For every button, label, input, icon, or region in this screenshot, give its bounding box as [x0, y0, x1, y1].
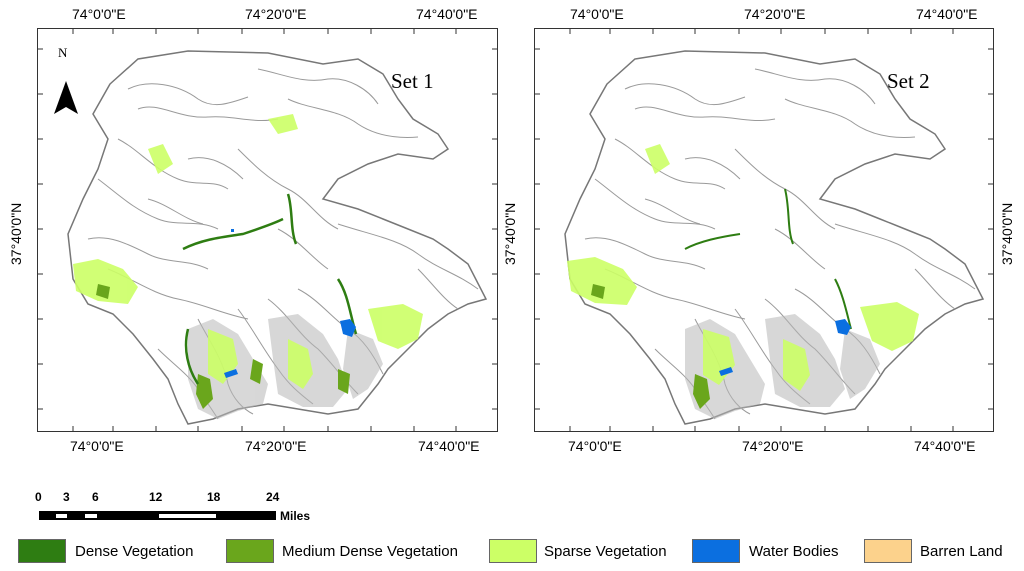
panel-1-ticks	[38, 29, 497, 431]
legend-swatch-dense	[18, 539, 66, 563]
scale-tick-24: 24	[266, 490, 280, 504]
map-panel-set-2: Set 2	[534, 28, 994, 432]
legend: Dense Vegetation Medium Dense Vegetation…	[0, 538, 1024, 568]
top-lon-label-2-right: 74°20'0"E	[744, 6, 806, 22]
panel-2-ticks	[535, 29, 993, 431]
scale-tick-12: 12	[149, 490, 163, 504]
bottom-lon-label-2-left: 74°20'0"E	[245, 438, 307, 454]
bottom-lon-label-3-right: 74°40'0"E	[914, 438, 976, 454]
legend-label-barren: Barren Land	[920, 543, 1003, 560]
bottom-lon-label-1-right: 74°0'0"E	[568, 438, 622, 454]
dense-vegetation-2	[684, 188, 852, 330]
legend-label-dense: Dense Vegetation	[75, 543, 194, 560]
water-bodies-2	[719, 319, 851, 376]
scale-unit: Miles	[280, 509, 311, 523]
top-lon-label-3-right: 74°40'0"E	[916, 6, 978, 22]
bottom-lon-label-2-right: 74°20'0"E	[742, 438, 804, 454]
bottom-lon-label-3-left: 74°40'0"E	[418, 438, 480, 454]
map-set-2-graphic	[535, 29, 993, 431]
north-arrow-icon	[54, 81, 78, 114]
legend-swatch-sparse	[489, 539, 537, 563]
lat-label-right: 37°40'0"N	[999, 202, 1015, 265]
scale-tick-18: 18	[207, 490, 221, 504]
legend-swatch-medium	[226, 539, 274, 563]
legend-label-water: Water Bodies	[749, 543, 839, 560]
legend-label-sparse: Sparse Vegetation	[544, 543, 667, 560]
lat-label-left-1: 37°40'0"N	[8, 202, 24, 265]
top-lon-label-1-left: 74°0'0"E	[72, 6, 126, 22]
scale-bar: 0 3 6 12 18 24 Miles	[30, 490, 330, 523]
medium-vegetation-1	[96, 284, 350, 409]
map-panel-set-1: N Set 1	[37, 28, 498, 432]
north-label: N	[58, 45, 68, 60]
lat-label-left-2: 37°40'0"N	[502, 202, 518, 265]
bottom-lon-label-1-left: 74°0'0"E	[70, 438, 124, 454]
top-lon-label-1-right: 74°0'0"E	[570, 6, 624, 22]
legend-label-medium: Medium Dense Vegetation	[282, 543, 458, 560]
set-1-label: Set 1	[391, 69, 434, 93]
set-2-label: Set 2	[887, 69, 930, 93]
scale-tick-6: 6	[92, 490, 99, 504]
sparse-vegetation-1	[73, 114, 423, 389]
scale-tick-0: 0	[35, 490, 42, 504]
map-set-1-graphic	[38, 29, 497, 431]
medium-vegetation-2	[591, 284, 710, 409]
top-lon-label-3-left: 74°40'0"E	[416, 6, 478, 22]
legend-swatch-barren	[864, 539, 912, 563]
scale-tick-3: 3	[63, 490, 70, 504]
top-lon-label-2-left: 74°20'0"E	[245, 6, 307, 22]
scale-bar-graphic	[39, 511, 276, 520]
water-bodies-1	[224, 229, 356, 378]
legend-swatch-water	[692, 539, 740, 563]
